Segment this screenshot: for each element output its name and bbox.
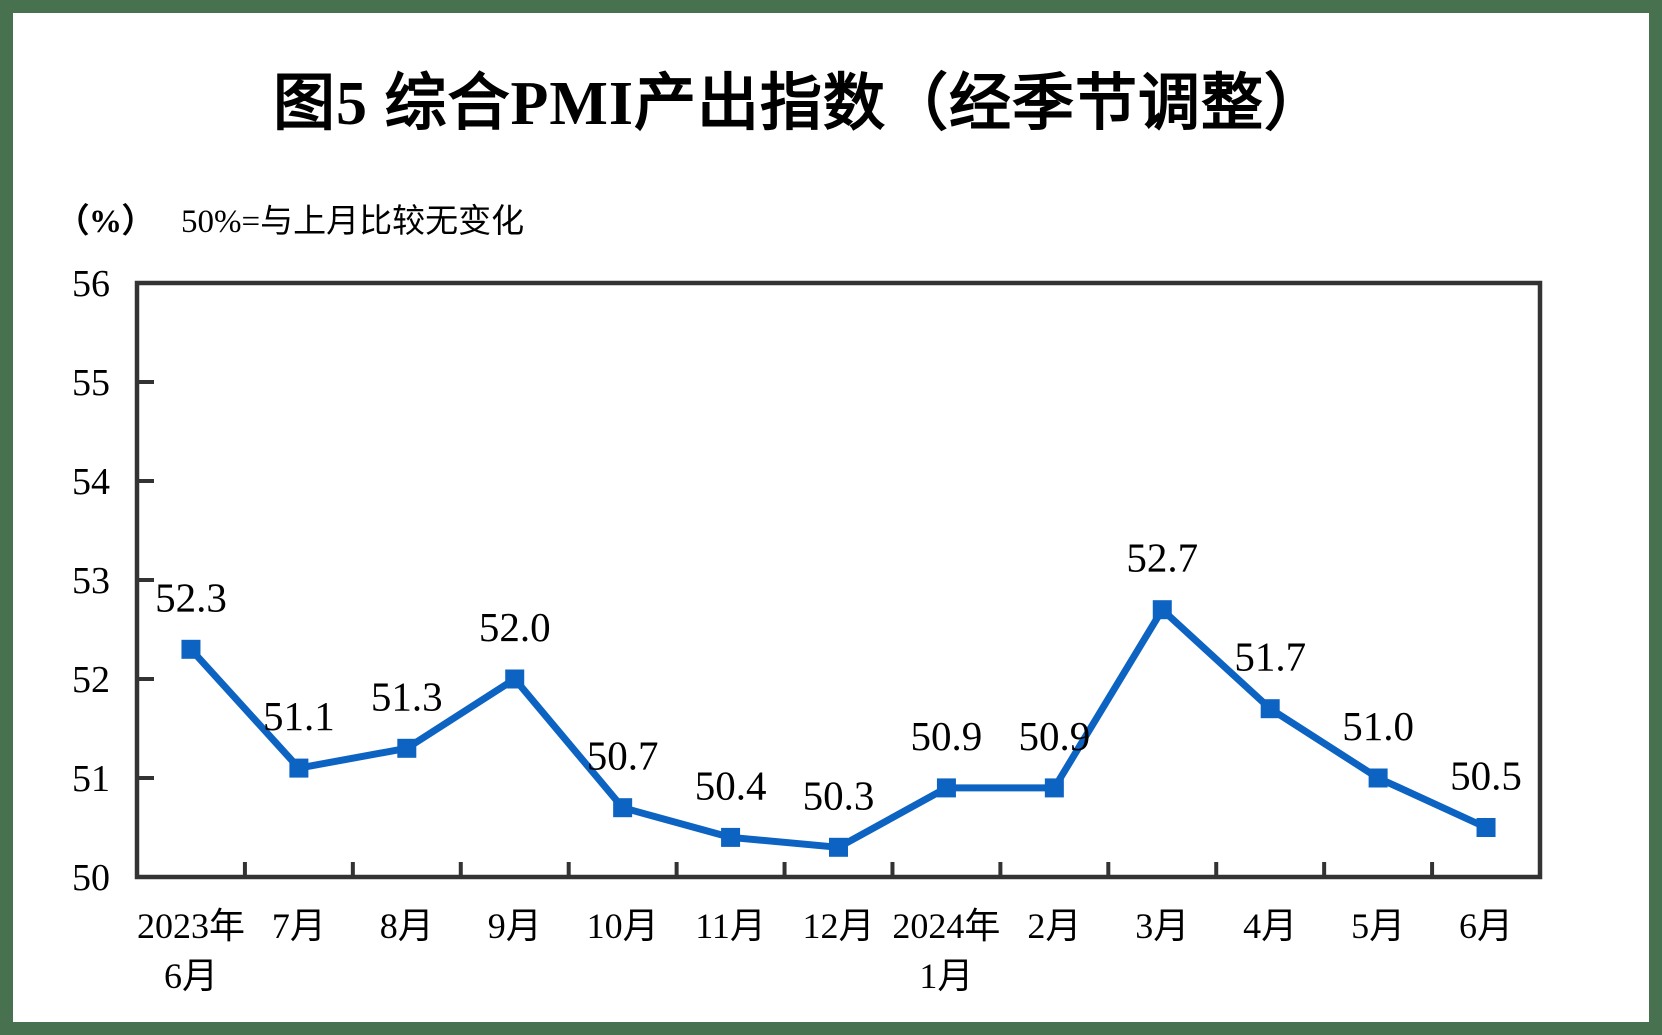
baseline-note-label: 50%=与上月比较无变化 bbox=[181, 204, 525, 240]
data-point-marker bbox=[1260, 699, 1280, 719]
y-tick-label: 53 bbox=[72, 560, 110, 602]
x-category-label: 10月 bbox=[587, 906, 659, 946]
x-category-label: 11月 bbox=[695, 906, 766, 946]
data-point-label: 50.3 bbox=[803, 772, 875, 818]
data-point-marker bbox=[1476, 818, 1496, 837]
x-category-label: 2月 bbox=[1027, 906, 1081, 946]
y-axis-unit-label: （%） bbox=[56, 204, 155, 240]
data-point-label: 52.3 bbox=[155, 574, 227, 620]
axis-unit-row: （%） 50%=与上月比较无变化 bbox=[56, 194, 524, 242]
data-point-label: 51.7 bbox=[1234, 634, 1306, 680]
data-point-marker bbox=[936, 778, 956, 798]
data-point-label: 51.3 bbox=[371, 673, 443, 719]
data-point-marker bbox=[289, 758, 309, 778]
y-tick-label: 55 bbox=[72, 362, 110, 404]
x-category-label: 7月 bbox=[272, 906, 326, 946]
data-point-marker bbox=[829, 837, 848, 857]
x-axis-labels: 2023年 6月 7月 8月 9月 10月 11月 12月 2024年 1月 2月 3月 4月 5月 6月 bbox=[137, 906, 1513, 996]
y-tick-label: 51 bbox=[72, 758, 110, 800]
x-category-label: 6月 bbox=[164, 956, 218, 996]
x-category-label: 6月 bbox=[1459, 906, 1513, 946]
y-tick-label: 54 bbox=[72, 461, 110, 503]
data-point-marker bbox=[1368, 768, 1388, 788]
data-point-label: 50.9 bbox=[1018, 713, 1090, 759]
data-point-label: 51.1 bbox=[263, 693, 335, 739]
data-point-label: 52.0 bbox=[479, 604, 551, 650]
data-point-label: 52.7 bbox=[1126, 535, 1198, 581]
x-category-label: 4月 bbox=[1243, 906, 1297, 946]
data-point-label: 50.9 bbox=[911, 713, 983, 759]
data-point-labels: 52.3 51.1 51.3 52.0 50.7 50.4 50.3 50.9 50.9 52.7… bbox=[155, 535, 1522, 819]
data-point-label: 51.0 bbox=[1342, 703, 1414, 749]
data-point-marker bbox=[721, 827, 741, 847]
x-category-label: 9月 bbox=[488, 906, 542, 946]
x-category-label: 5月 bbox=[1351, 906, 1405, 946]
data-point-label: 50.7 bbox=[587, 733, 659, 779]
chart-title: 图5 综合PMI产出指数（经季节调整） bbox=[272, 70, 1328, 138]
data-point-label: 50.5 bbox=[1450, 753, 1522, 799]
y-tick-label: 56 bbox=[72, 263, 110, 305]
data-point-label: 50.4 bbox=[695, 762, 767, 808]
x-category-label: 8月 bbox=[380, 906, 434, 946]
data-point-marker bbox=[505, 669, 525, 689]
data-point-marker bbox=[181, 639, 201, 659]
data-point-marker bbox=[397, 738, 417, 758]
x-category-label: 2024年 bbox=[892, 906, 1000, 946]
data-point-marker bbox=[1152, 600, 1172, 620]
x-axis-ticks bbox=[242, 862, 1435, 877]
y-tick-label: 50 bbox=[72, 857, 110, 899]
y-tick-label: 52 bbox=[72, 659, 110, 701]
y-axis-ticks bbox=[137, 380, 154, 780]
x-category-label: 12月 bbox=[802, 906, 874, 946]
data-point-marker bbox=[613, 798, 633, 818]
x-category-label: 3月 bbox=[1135, 906, 1189, 946]
data-point-markers bbox=[181, 600, 1496, 857]
x-category-label: 1月 bbox=[919, 956, 973, 996]
x-category-label: 2023年 bbox=[137, 906, 245, 946]
data-point-marker bbox=[1044, 778, 1064, 798]
y-axis-labels: 50 51 52 53 54 55 56 bbox=[72, 263, 110, 899]
